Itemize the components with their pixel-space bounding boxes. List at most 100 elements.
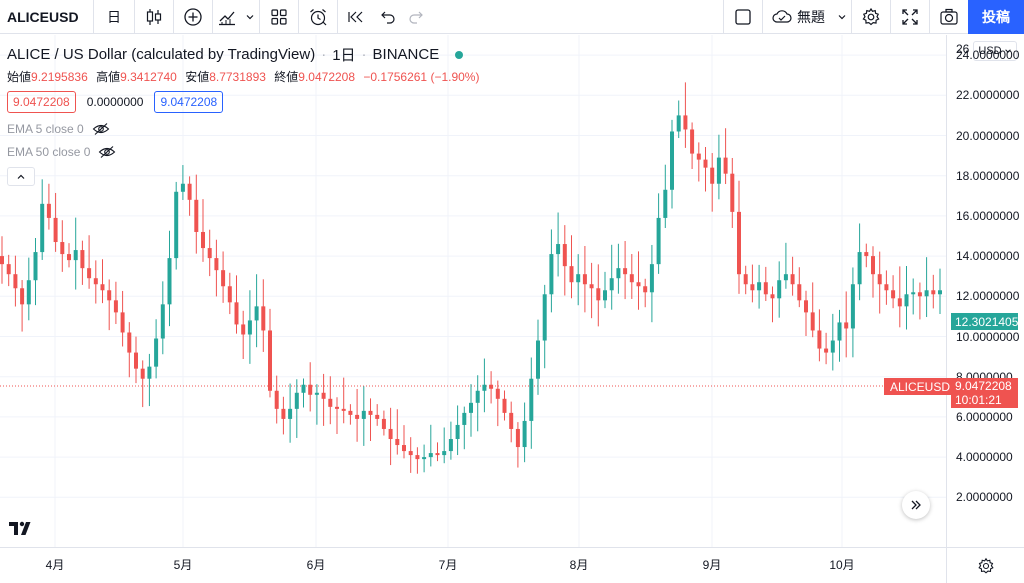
price-tick-label: 12.0000000 xyxy=(956,289,1020,304)
snapshot-button[interactable] xyxy=(930,0,968,34)
symbol-tag-label: ALICEUSD xyxy=(890,379,951,394)
redo-button[interactable] xyxy=(402,0,430,34)
candle-up xyxy=(448,439,453,452)
axis-settings-button[interactable] xyxy=(946,547,1024,583)
candle-up xyxy=(442,451,447,456)
time-axis[interactable] xyxy=(0,547,946,583)
currency-label: USD xyxy=(978,45,1002,57)
save-layout-button[interactable]: 無題 xyxy=(763,0,833,34)
candle-up xyxy=(556,244,561,255)
legend-separator: · xyxy=(361,46,367,63)
undo-button[interactable] xyxy=(374,0,402,34)
eye-off-icon[interactable] xyxy=(92,122,110,136)
candle-up xyxy=(147,366,152,379)
candle-down xyxy=(589,284,594,289)
candle-down xyxy=(864,252,869,257)
spread-value: 0.0000000 xyxy=(86,95,144,109)
eye-off-icon[interactable] xyxy=(98,145,116,159)
chart-type-button[interactable] xyxy=(135,0,173,34)
last-price-value: 12.3021405 xyxy=(955,314,1019,329)
candle-down xyxy=(723,157,728,174)
candle-down xyxy=(0,256,4,265)
last-price-label: 12.3021405 xyxy=(951,313,1018,330)
toolbar-divider xyxy=(929,0,930,34)
layout-dropdown[interactable] xyxy=(833,0,851,34)
candle-down xyxy=(100,284,105,291)
candle-up xyxy=(254,306,259,321)
symbol-search-button[interactable]: ALICEUSD xyxy=(0,0,94,34)
candles-icon xyxy=(144,7,164,27)
candle-down xyxy=(328,398,333,407)
ema5-label: EMA 5 close 0 xyxy=(7,122,84,136)
scroll-to-realtime-button[interactable] xyxy=(902,491,930,519)
gear-icon xyxy=(861,7,881,27)
candle-up xyxy=(455,424,460,440)
close-label: 終値 xyxy=(274,70,299,84)
candle-down xyxy=(690,129,695,154)
ema50-legend-row[interactable]: EMA 50 close 0 xyxy=(7,145,116,159)
currency-selector[interactable]: USD xyxy=(973,41,1017,61)
candlestick-chart[interactable] xyxy=(0,35,946,547)
candle-up xyxy=(676,115,681,132)
candle-up xyxy=(911,292,916,295)
plus-circle-icon xyxy=(183,7,203,27)
tradingview-logo[interactable] xyxy=(8,517,36,539)
price-axis[interactable]: 26 xyxy=(946,35,1024,547)
candle-down xyxy=(107,290,112,301)
legend-collapse-button[interactable] xyxy=(7,167,35,186)
buy-price-box[interactable]: 9.0472208 xyxy=(154,91,224,113)
add-indicator-button[interactable] xyxy=(174,0,212,34)
low-label: 安値 xyxy=(185,70,210,84)
price-tick-label: 14.0000000 xyxy=(956,249,1020,264)
toolbar-divider xyxy=(762,0,763,34)
candle-down xyxy=(495,388,500,399)
current-price-value: 9.0472208 xyxy=(955,379,1012,393)
candle-up xyxy=(428,453,433,458)
indicators-button[interactable] xyxy=(213,0,241,34)
candle-down xyxy=(871,256,875,275)
candle-up xyxy=(670,131,674,190)
ema5-legend-row[interactable]: EMA 5 close 0 xyxy=(7,122,110,136)
sell-price-box[interactable]: 9.0472208 xyxy=(7,91,76,113)
fullscreen-button[interactable] xyxy=(891,0,929,34)
cloud-icon xyxy=(771,8,793,26)
candle-up xyxy=(475,390,480,403)
rewind-icon xyxy=(346,7,366,27)
candle-up xyxy=(301,384,306,393)
indicators-dropdown[interactable] xyxy=(241,0,259,34)
candle-down xyxy=(201,231,205,249)
candle-down xyxy=(844,322,849,329)
replay-button[interactable] xyxy=(338,0,374,34)
candle-up xyxy=(924,290,929,297)
legend-title-row[interactable]: ALICE / US Dollar (calculated by Trading… xyxy=(7,44,464,65)
publish-label: 投稿 xyxy=(982,9,1010,25)
candle-down xyxy=(20,288,25,305)
high-value: 9.3412740 xyxy=(120,70,177,84)
candle-up xyxy=(938,290,942,295)
square-icon xyxy=(733,7,753,27)
toolbar-divider xyxy=(723,0,724,34)
candle-up xyxy=(904,294,909,307)
interval-button[interactable]: 日 xyxy=(94,0,134,34)
time-tick-label: 10月 xyxy=(829,558,855,572)
chart-pane[interactable] xyxy=(0,35,946,547)
candle-up xyxy=(26,280,31,305)
time-tick-label: 5月 xyxy=(173,558,193,572)
toolbar-divider xyxy=(337,0,338,34)
publish-button[interactable]: 投稿 xyxy=(968,0,1024,34)
candle-up xyxy=(576,274,581,283)
candle-down xyxy=(87,268,92,279)
time-tick-label: 7月 xyxy=(438,558,458,572)
settings-button[interactable] xyxy=(852,0,890,34)
candle-up xyxy=(857,252,862,285)
candle-up xyxy=(716,157,721,184)
alert-button[interactable] xyxy=(299,0,337,34)
toolbar-divider xyxy=(851,0,852,34)
templates-button[interactable] xyxy=(260,0,298,34)
candle-down xyxy=(804,300,808,313)
layout-button[interactable] xyxy=(724,0,762,34)
candle-down xyxy=(207,248,212,259)
candle-up xyxy=(529,378,534,421)
chart-grid xyxy=(0,35,946,547)
price-tick-label: 24.0000000 xyxy=(956,48,1020,63)
